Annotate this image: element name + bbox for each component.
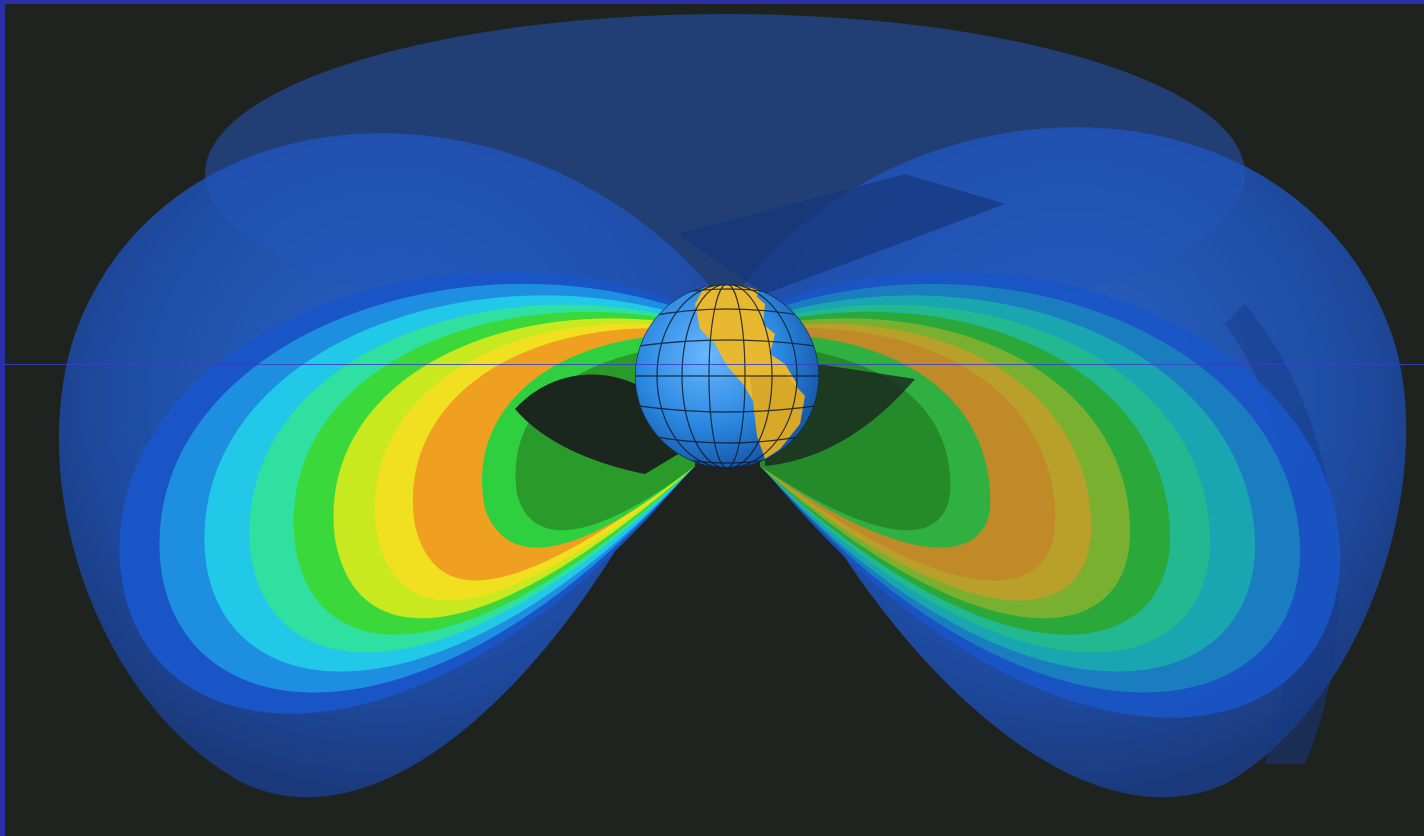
scan-line-artifact [5,364,1424,365]
radiation-belts-scene [58,14,1407,798]
earth-globe [635,284,819,468]
inner-radiation-belt-right [760,272,1341,718]
inner-radiation-belt-left [119,272,695,714]
